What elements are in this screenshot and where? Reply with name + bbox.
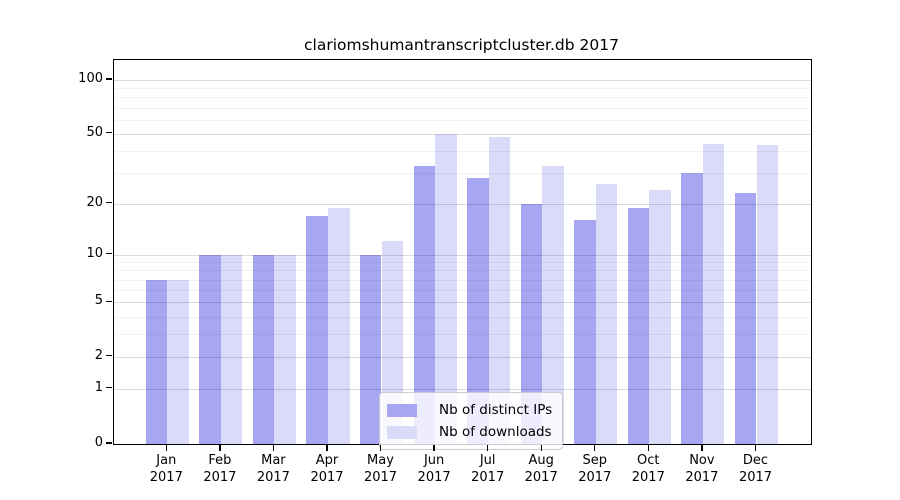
x-tick-mark bbox=[379, 444, 382, 451]
x-tick-mark bbox=[326, 444, 328, 451]
y-tick-mark bbox=[106, 387, 112, 389]
bar-ips-aug bbox=[520, 203, 543, 444]
x-tick-label: Jan 2017 bbox=[134, 452, 198, 486]
x-tick-year: 2017 bbox=[578, 470, 612, 485]
x-tick-month: Jun bbox=[423, 453, 445, 468]
x-tick-label: Aug 2017 bbox=[509, 452, 573, 486]
y-tick-mark bbox=[106, 201, 112, 204]
x-tick-mark bbox=[594, 444, 596, 451]
bar-downloads-sep bbox=[595, 183, 618, 444]
bar-ips-nov bbox=[681, 173, 703, 444]
x-tick-month: Apr bbox=[315, 453, 339, 468]
x-tick-mark bbox=[540, 444, 542, 451]
x-tick-label: Nov 2017 bbox=[670, 452, 734, 486]
y-tick-label: 0 bbox=[94, 435, 103, 450]
legend-label: Nb of downloads bbox=[439, 424, 552, 440]
x-tick-mark bbox=[701, 444, 703, 451]
legend: Nb of distinct IPs Nb of downloads bbox=[379, 392, 564, 450]
y-tick-mark bbox=[106, 78, 112, 80]
x-tick-label: Feb 2017 bbox=[188, 452, 252, 486]
x-tick-month: Feb bbox=[208, 453, 232, 468]
bars-layer bbox=[114, 60, 811, 444]
legend-swatch-downloads bbox=[387, 425, 417, 439]
y-tick-mark bbox=[106, 442, 112, 444]
x-tick-label: Oct 2017 bbox=[616, 452, 680, 486]
x-tick-label: Mar 2017 bbox=[241, 452, 305, 486]
x-tick-year: 2017 bbox=[417, 470, 451, 485]
y-tick-label: 100 bbox=[78, 71, 103, 86]
x-tick-month: Sep bbox=[582, 453, 608, 468]
x-tick-mark bbox=[165, 444, 167, 451]
x-tick-year: 2017 bbox=[738, 470, 773, 485]
bar-ips-jan bbox=[145, 279, 168, 444]
x-tick-label: Sep 2017 bbox=[563, 452, 627, 486]
legend-item-distinct-ips: Nb of distinct IPs bbox=[387, 399, 552, 421]
y-tick-label: 20 bbox=[86, 194, 103, 210]
bar-downloads-feb bbox=[220, 254, 243, 444]
x-tick-mark bbox=[272, 444, 275, 451]
x-tick-month: Aug bbox=[528, 453, 554, 468]
x-tick-month: Nov bbox=[689, 453, 715, 468]
x-tick-month: Jan bbox=[156, 453, 177, 468]
legend-label: Nb of distinct IPs bbox=[439, 402, 553, 418]
x-tick-label: Jul 2017 bbox=[456, 452, 520, 486]
bar-ips-dec bbox=[734, 193, 757, 444]
bar-ips-jul bbox=[467, 178, 489, 444]
chart-title: clariomshumantranscriptcluster.db 2017 bbox=[304, 36, 619, 54]
y-tick-label: 5 bbox=[94, 293, 103, 309]
x-tick-month: Dec bbox=[742, 453, 769, 468]
x-tick-year: 2017 bbox=[471, 470, 505, 485]
bar-downloads-apr bbox=[328, 207, 350, 444]
x-tick-month: Oct bbox=[637, 453, 660, 468]
bar-downloads-aug bbox=[542, 165, 564, 444]
bar-downloads-nov bbox=[702, 143, 725, 444]
x-tick-year: 2017 bbox=[203, 470, 237, 485]
y-tick-mark bbox=[106, 132, 112, 134]
x-tick-mark bbox=[219, 444, 221, 451]
x-tick-mark bbox=[647, 444, 649, 451]
x-tick-year: 2017 bbox=[310, 470, 344, 485]
bar-ips-sep bbox=[574, 220, 596, 444]
x-tick-mark bbox=[487, 444, 489, 451]
plot-area: Nb of distinct IPs Nb of downloads bbox=[113, 59, 812, 450]
x-tick-year: 2017 bbox=[631, 470, 665, 485]
y-tick-label: 1 bbox=[94, 379, 103, 395]
bar-ips-oct bbox=[627, 207, 650, 444]
bar-ips-jun bbox=[413, 165, 436, 444]
bar-downloads-dec bbox=[756, 145, 779, 444]
x-tick-month: Jul bbox=[479, 453, 496, 468]
x-tick-mark bbox=[754, 444, 757, 451]
bar-ips-mar bbox=[252, 254, 275, 444]
legend-swatch-ips bbox=[387, 403, 417, 417]
y-tick-mark bbox=[106, 300, 112, 302]
y-tick-mark bbox=[106, 355, 112, 357]
x-tick-year: 2017 bbox=[685, 470, 719, 485]
y-tick-label: 10 bbox=[86, 245, 103, 261]
bar-downloads-jan bbox=[167, 279, 189, 444]
x-tick-mark bbox=[433, 444, 435, 451]
x-tick-label: Dec 2017 bbox=[724, 452, 788, 486]
x-tick-year: 2017 bbox=[524, 470, 558, 485]
y-tick-label: 2 bbox=[94, 347, 103, 363]
bar-downloads-oct bbox=[649, 189, 671, 444]
bar-downloads-mar bbox=[274, 254, 296, 444]
legend-item-downloads: Nb of downloads bbox=[387, 421, 552, 443]
bar-ips-may bbox=[359, 254, 382, 444]
x-tick-month: May bbox=[367, 453, 394, 468]
bar-ips-feb bbox=[199, 254, 221, 444]
bar-downloads-jun bbox=[435, 133, 457, 444]
x-tick-label: May 2017 bbox=[349, 452, 413, 486]
y-tick-mark bbox=[106, 252, 112, 255]
x-tick-label: Apr 2017 bbox=[295, 452, 359, 486]
x-tick-year: 2017 bbox=[256, 470, 290, 485]
x-tick-year: 2017 bbox=[363, 470, 398, 485]
bar-ips-apr bbox=[306, 215, 328, 444]
x-tick-year: 2017 bbox=[149, 470, 183, 485]
bar-downloads-jul bbox=[488, 136, 511, 444]
y-tick-label: 50 bbox=[86, 124, 103, 140]
x-tick-month: Mar bbox=[261, 453, 286, 468]
x-tick-label: Jun 2017 bbox=[402, 452, 466, 486]
